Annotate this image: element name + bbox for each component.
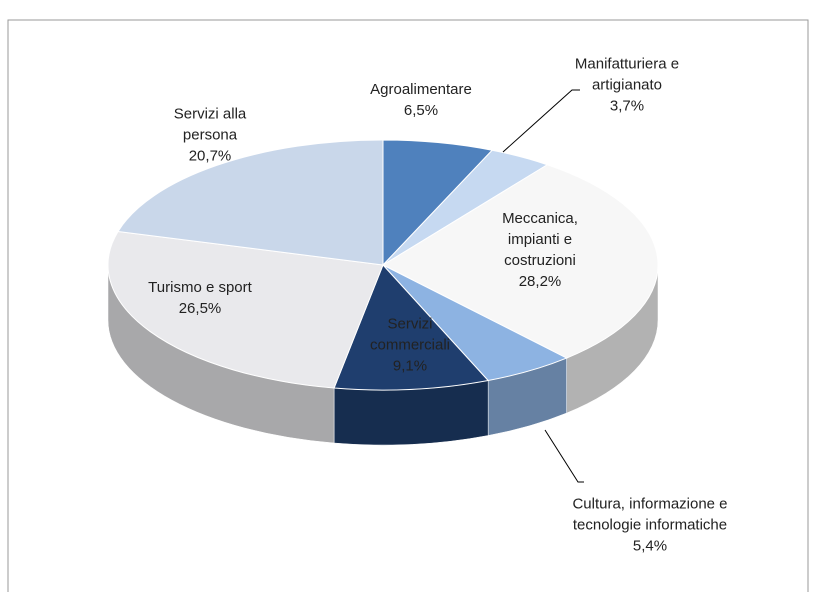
slice-label: Cultura, informazione e tecnologie infor…: [570, 494, 730, 557]
slice-label: Servizi alla persona 20,7%: [145, 104, 275, 167]
category-label: Agroalimentare: [370, 81, 472, 98]
slice-label: Servizi commerciali 9,1%: [355, 314, 465, 377]
value-label: 9,1%: [392, 357, 428, 375]
slice-label: Manifatturiera e artigianato 3,7%: [552, 54, 702, 117]
leader-line: [502, 89, 580, 153]
slice-side: [333, 380, 489, 446]
category-label: Turismo e sport: [148, 279, 252, 296]
slice-label: Turismo e sport 26,5%: [120, 277, 280, 319]
value-label: 26,5%: [178, 300, 222, 317]
slice: [381, 164, 659, 359]
slice: [382, 139, 494, 267]
value-label: 5,4%: [632, 537, 668, 555]
category-label: Servizi commerciali: [369, 315, 450, 354]
slice-label: Agroalimentare 6,5%: [351, 79, 491, 121]
value-label: 20,7%: [188, 147, 232, 165]
category-label: Meccanica, impianti e costruzioni: [502, 210, 578, 269]
pie: [107, 139, 659, 446]
slice: [117, 139, 384, 266]
value-label: 28,2%: [518, 273, 562, 290]
category-label: Servizi alla persona: [173, 105, 247, 144]
category-label: Manifatturiera e artigianato: [574, 55, 680, 94]
value-label: 6,5%: [403, 102, 439, 119]
value-label: 3,7%: [609, 97, 645, 115]
category-label: Cultura, informazione e tecnologie infor…: [572, 495, 728, 534]
slice-label: Meccanica, impianti e costruzioni 28,2%: [475, 208, 605, 292]
leader-line: [544, 429, 584, 483]
slice: [107, 230, 384, 389]
slice: [333, 264, 490, 391]
